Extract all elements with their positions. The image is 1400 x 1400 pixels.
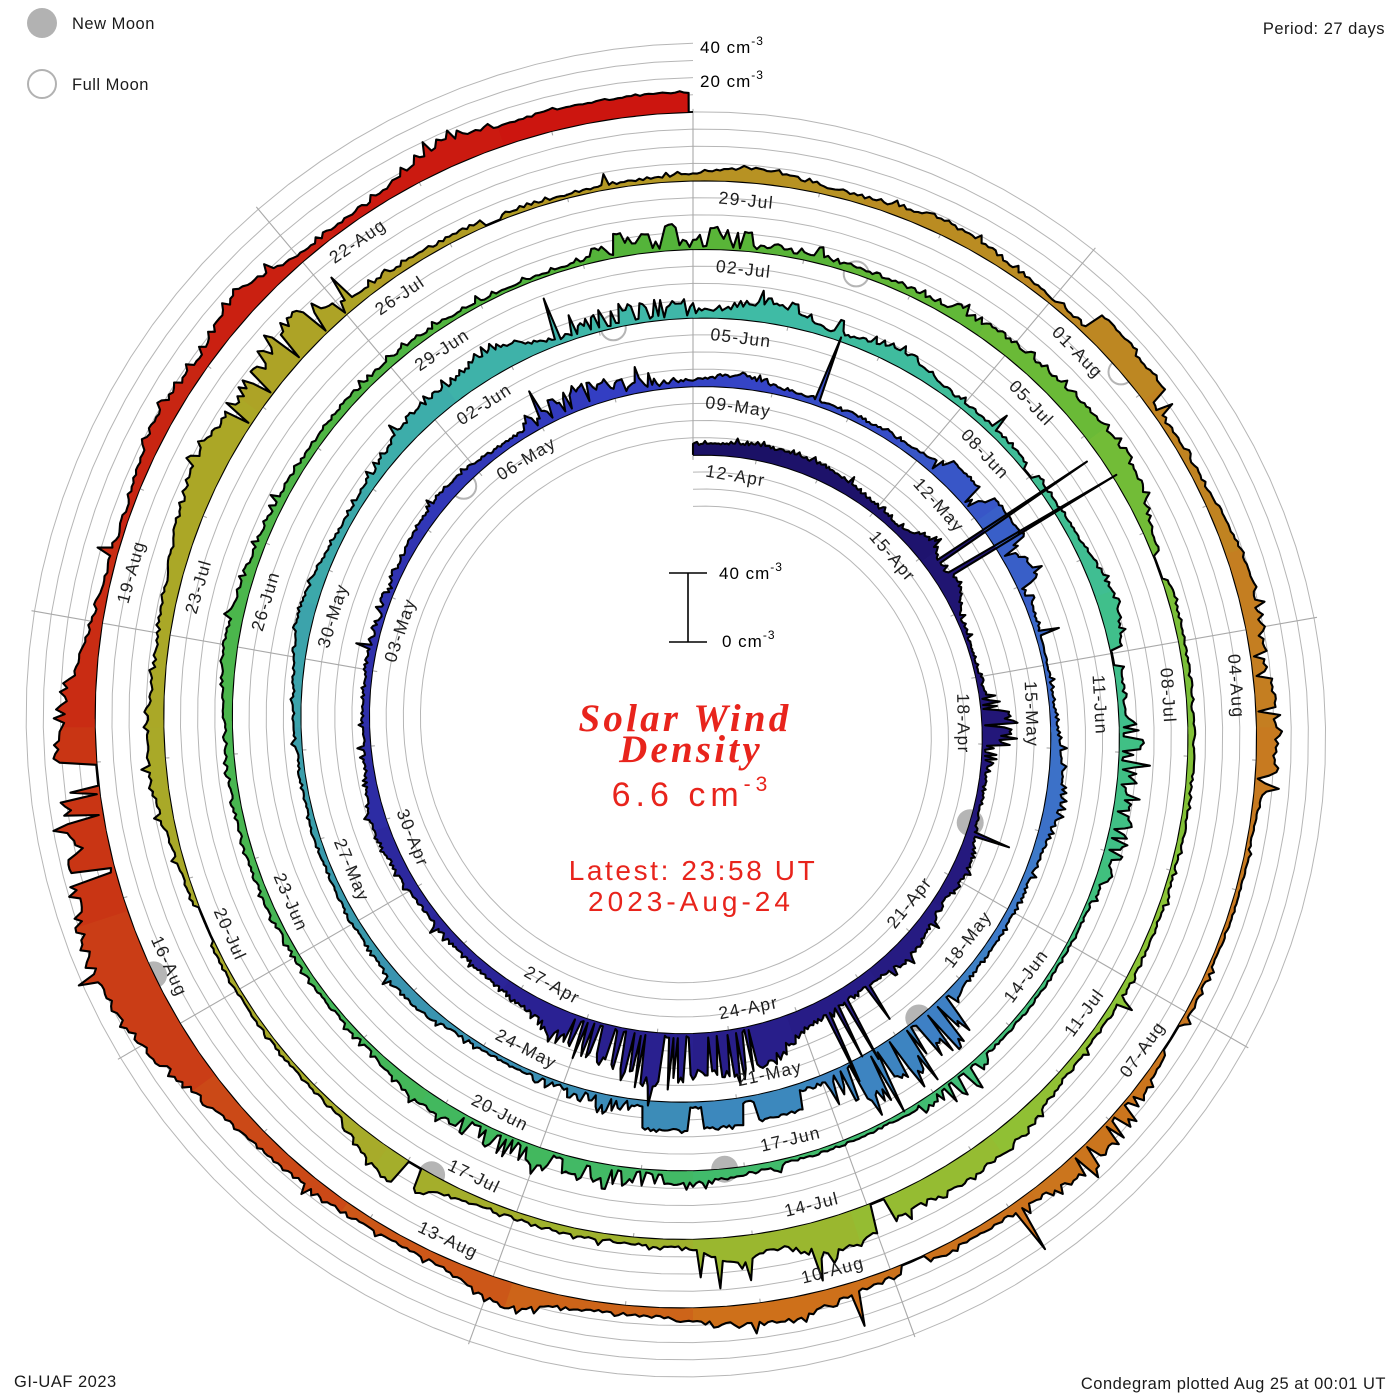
svg-text:18-Apr: 18-Apr bbox=[953, 693, 974, 754]
svg-text:Solar Wind: Solar Wind bbox=[578, 697, 791, 740]
svg-text:40 cm-3: 40 cm-3 bbox=[719, 560, 783, 583]
svg-text:15-May: 15-May bbox=[1021, 681, 1044, 748]
svg-text:2023-Aug-24: 2023-Aug-24 bbox=[588, 886, 794, 917]
svg-text:40 cm-3: 40 cm-3 bbox=[700, 34, 764, 57]
svg-text:GI-UAF 2023: GI-UAF 2023 bbox=[14, 1373, 117, 1391]
svg-text:20 cm-3: 20 cm-3 bbox=[700, 68, 764, 91]
svg-text:6.6 cm-3: 6.6 cm-3 bbox=[612, 773, 773, 814]
svg-text:Period: 27 days: Period: 27 days bbox=[1263, 20, 1385, 38]
svg-text:Latest: 23:58 UT: Latest: 23:58 UT bbox=[569, 855, 818, 886]
svg-text:New Moon: New Moon bbox=[72, 15, 155, 33]
svg-text:Density: Density bbox=[618, 728, 763, 771]
svg-text:08-Jul: 08-Jul bbox=[1156, 667, 1180, 724]
svg-text:0 cm-3: 0 cm-3 bbox=[722, 628, 776, 651]
svg-text:11-Jun: 11-Jun bbox=[1089, 674, 1112, 735]
svg-text:04-Aug: 04-Aug bbox=[1224, 653, 1249, 719]
svg-text:Full Moon: Full Moon bbox=[72, 76, 149, 94]
svg-text:Condegram plotted Aug 25 at 00: Condegram plotted Aug 25 at 00:01 UT bbox=[1081, 1375, 1386, 1393]
